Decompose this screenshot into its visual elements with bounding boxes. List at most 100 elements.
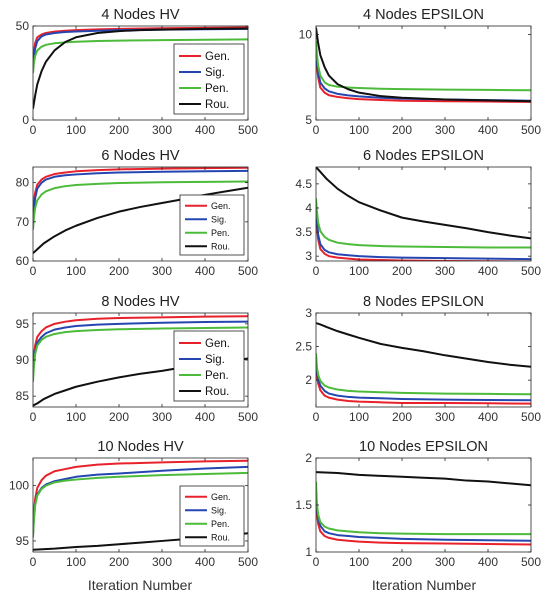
legend-entry: Rou. xyxy=(205,99,229,111)
y-tick-label: 5 xyxy=(305,113,312,127)
chart-title: 6 Nodes HV xyxy=(101,148,180,164)
x-tick-label: 400 xyxy=(195,123,215,137)
y-tick-label: 90 xyxy=(16,353,30,367)
legend-entry: Pen. xyxy=(205,83,229,95)
y-tick-label: 4.5 xyxy=(295,177,312,191)
x-tick-label: 500 xyxy=(521,410,541,424)
y-tick-label: 95 xyxy=(16,534,30,548)
x-tick-label: 0 xyxy=(313,264,320,278)
axes-box xyxy=(32,25,249,121)
x-tick-label: 200 xyxy=(109,123,129,137)
y-tick-label: 2 xyxy=(305,451,312,465)
series-line-pen xyxy=(33,38,248,74)
x-tick-label: 400 xyxy=(478,410,498,424)
y-tick-label: 3 xyxy=(305,249,312,263)
x-tick-label: 100 xyxy=(349,264,369,278)
x-tick-label: 100 xyxy=(349,410,369,424)
axes-box xyxy=(32,166,249,262)
chart-title: 10 Nodes HV xyxy=(97,439,184,455)
x-tick-label: 500 xyxy=(521,264,541,278)
y-tick-label: 50 xyxy=(16,19,30,33)
x-tick-label: 300 xyxy=(152,264,172,278)
series-line-gen xyxy=(33,315,248,368)
y-tick-label: 0 xyxy=(22,113,29,127)
y-tick-label: 1 xyxy=(305,545,312,559)
series-line-gen xyxy=(316,51,531,103)
axes-box xyxy=(32,457,249,553)
x-tick-label: 200 xyxy=(392,264,412,278)
y-tick-label: 2 xyxy=(305,373,312,387)
series-line-gen xyxy=(33,26,248,64)
x-tick-label: 400 xyxy=(478,123,498,137)
x-tick-label: 500 xyxy=(238,555,258,569)
series-line-sig xyxy=(316,203,531,261)
legend-entry: Sig. xyxy=(211,214,227,224)
series-line-rou xyxy=(316,322,531,368)
series-line-rou xyxy=(316,471,531,487)
series-line-pen xyxy=(33,471,248,538)
x-tick-label: 200 xyxy=(392,123,412,137)
x-tick-label: 200 xyxy=(392,555,412,569)
x-tick-label: 400 xyxy=(478,264,498,278)
legend: Gen. Sig. Pen. Rou. xyxy=(179,485,245,547)
x-tick-label: 300 xyxy=(435,410,455,424)
y-tick-label: 1.5 xyxy=(295,498,312,512)
chart-panel-1: 4 Nodes HV 0 100 200 300 400 500 0 50 Gen. Sig. Pen… xyxy=(16,7,259,137)
x-tick-label: 300 xyxy=(152,410,172,424)
chart-panel-3: 6 Nodes HV 0 100 200 300 400 500 60 70 80 Gen. Sig.… xyxy=(16,148,259,278)
chart-title: 6 Nodes EPSILON xyxy=(363,148,484,164)
legend-entry: Gen. xyxy=(211,201,231,211)
axes-box xyxy=(315,166,532,262)
legend-entry: Pen. xyxy=(211,519,230,529)
chart-title: 4 Nodes HV xyxy=(101,7,180,23)
y-tick-label: 80 xyxy=(16,176,30,190)
y-tick-label: 100 xyxy=(9,479,29,493)
x-tick-label: 500 xyxy=(238,264,258,278)
series-line-rou xyxy=(316,27,531,103)
axes-box xyxy=(315,25,532,121)
x-tick-label: 0 xyxy=(30,410,37,424)
series-line-gen xyxy=(33,459,248,530)
chart-title: 10 Nodes EPSILON xyxy=(359,439,488,455)
x-tick-label: 400 xyxy=(195,264,215,278)
chart-panel-2: 4 Nodes EPSILON 0 100 200 300 400 500 5 10 xyxy=(299,7,542,137)
x-tick-label: 500 xyxy=(521,555,541,569)
x-tick-label: 200 xyxy=(109,410,129,424)
legend: Gen. Sig. Pen. Rou. xyxy=(179,194,245,256)
legend-box xyxy=(179,194,245,256)
series-line-pen xyxy=(33,180,248,230)
x-axis-label-left: Iteration Number xyxy=(88,577,193,593)
x-tick-label: 500 xyxy=(238,410,258,424)
x-tick-label: 300 xyxy=(435,123,455,137)
x-tick-label: 300 xyxy=(435,555,455,569)
y-tick-label: 85 xyxy=(16,389,30,403)
x-tick-label: 0 xyxy=(30,264,37,278)
x-tick-label: 200 xyxy=(109,264,129,278)
x-tick-label: 0 xyxy=(313,410,320,424)
x-tick-label: 100 xyxy=(349,123,369,137)
x-tick-label: 200 xyxy=(109,555,129,569)
chart-panel-6: 8 Nodes EPSILON 0 100 200 300 400 500 2 2.5 3 xyxy=(295,294,541,424)
x-tick-label: 200 xyxy=(392,410,412,424)
y-tick-label: 10 xyxy=(299,28,313,42)
x-tick-label: 400 xyxy=(195,410,215,424)
x-tick-label: 300 xyxy=(435,264,455,278)
x-tick-label: 300 xyxy=(152,123,172,137)
x-tick-label: 0 xyxy=(30,555,37,569)
series-line-sig xyxy=(33,169,248,222)
legend-entry: Sig. xyxy=(205,67,225,79)
y-tick-label: 4 xyxy=(305,201,312,215)
x-tick-label: 100 xyxy=(349,555,369,569)
y-tick-label: 70 xyxy=(16,215,30,229)
series-line-pen xyxy=(316,198,531,249)
series-line-rou xyxy=(33,27,248,109)
x-tick-label: 100 xyxy=(66,123,86,137)
axes-box xyxy=(315,312,532,408)
legend-entry: Rou. xyxy=(205,386,229,398)
legend-entry: Gen. xyxy=(205,338,230,350)
legend-entry: Sig. xyxy=(205,354,225,366)
chart-panel-5: 8 Nodes HV 0 100 200 300 400 500 85 90 95 Gen. Sig.… xyxy=(16,294,259,424)
x-tick-label: 0 xyxy=(313,555,320,569)
x-tick-label: 100 xyxy=(66,555,86,569)
